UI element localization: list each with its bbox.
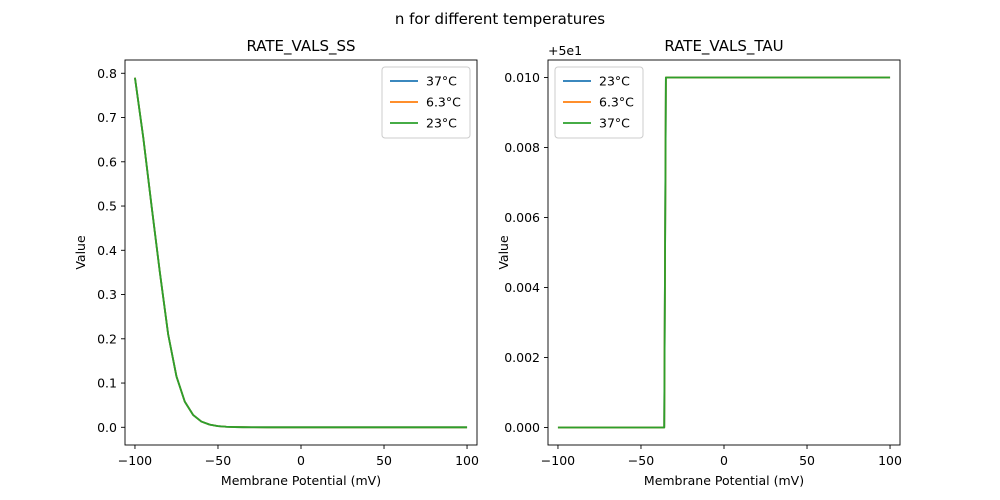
chart-1-x-tick-label: 50 — [799, 453, 815, 468]
chart-1-legend-label-6-3-c: 6.3°C — [599, 95, 634, 110]
chart-1-x-tick-label: −100 — [541, 453, 575, 468]
chart-0-y-tick-label: 0.7 — [97, 110, 117, 125]
chart-1-x-tick-label: −50 — [628, 453, 654, 468]
chart-1-x-tick-label: 100 — [878, 453, 902, 468]
chart-1-x-axis-label: Membrane Potential (mV) — [644, 473, 804, 488]
chart-0-legend-box — [381, 66, 471, 139]
chart-1-legend-box — [554, 66, 644, 139]
chart-0-x-tick-label: −50 — [205, 453, 231, 468]
chart-1-y-tick-label: 0.006 — [504, 210, 540, 225]
chart-0-y-tick-label: 0.8 — [97, 66, 117, 81]
chart-1-y-tick-label: 0.000 — [504, 420, 540, 435]
chart-1-legend-label-37-c: 37°C — [599, 116, 630, 131]
chart-0-y-tick-label: 0.6 — [97, 154, 117, 169]
chart-0-y-tick-label: 0.5 — [97, 199, 117, 214]
chart-0-series-line-23-c — [134, 77, 468, 429]
subplot-rate-vals-tau: −100 −50 0 50 100 0.000 0.002 0.004 0.006 0.008 0.… — [496, 37, 902, 488]
chart-1-title: RATE_VALS_TAU — [664, 37, 783, 56]
chart-1-legend-label-23-c: 23°C — [599, 74, 630, 89]
chart-1-y-tick-label: 0.004 — [504, 280, 540, 295]
chart-1-y-tick-label: 0.008 — [504, 140, 540, 155]
chart-0-x-tick-label: 0 — [297, 453, 305, 468]
chart-0-legend-label-23-c: 23°C — [426, 116, 457, 131]
chart-1-y-offset-label: +5e1 — [548, 43, 582, 58]
chart-0-legend-label-37-c: 37°C — [426, 74, 457, 89]
figure-suptitle: n for different temperatures — [395, 10, 605, 28]
chart-0-x-tick-label: 100 — [455, 453, 479, 468]
chart-0-y-tick-label: 0.1 — [97, 376, 117, 391]
chart-0-y-tick-label: 0.4 — [97, 243, 117, 258]
chart-0-y-tick-label: 0.3 — [97, 287, 117, 302]
chart-0-x-tick-label: 50 — [376, 453, 392, 468]
chart-0-x-axis-label: Membrane Potential (mV) — [221, 473, 381, 488]
chart-0-y-tick-label: 0.0 — [97, 420, 117, 435]
chart-1-legend: 23°C 6.3°C 37°C — [554, 66, 644, 139]
chart-1-series-line-37-c — [557, 76, 891, 429]
chart-0-y-tick-label: 0.2 — [97, 331, 117, 346]
chart-0-legend: 37°C 6.3°C 23°C — [381, 66, 471, 139]
chart-0-y-axis-label: Value — [73, 235, 88, 270]
chart-1-x-tick-label: 0 — [720, 453, 728, 468]
chart-1-y-axis-label: Value — [496, 235, 511, 270]
chart-1-y-tick-label: 0.010 — [504, 70, 540, 85]
chart-0-title: RATE_VALS_SS — [246, 37, 355, 56]
chart-1-y-tick-label: 0.002 — [504, 350, 540, 365]
chart-0-x-tick-label: −100 — [118, 453, 152, 468]
chart-0-legend-label-6-3-c: 6.3°C — [426, 95, 461, 110]
subplot-rate-vals-ss: −100 −50 0 50 100 0.0 0.1 0.2 0.3 0.4 0.5 0.6 0.7 0.8… — [73, 37, 479, 488]
